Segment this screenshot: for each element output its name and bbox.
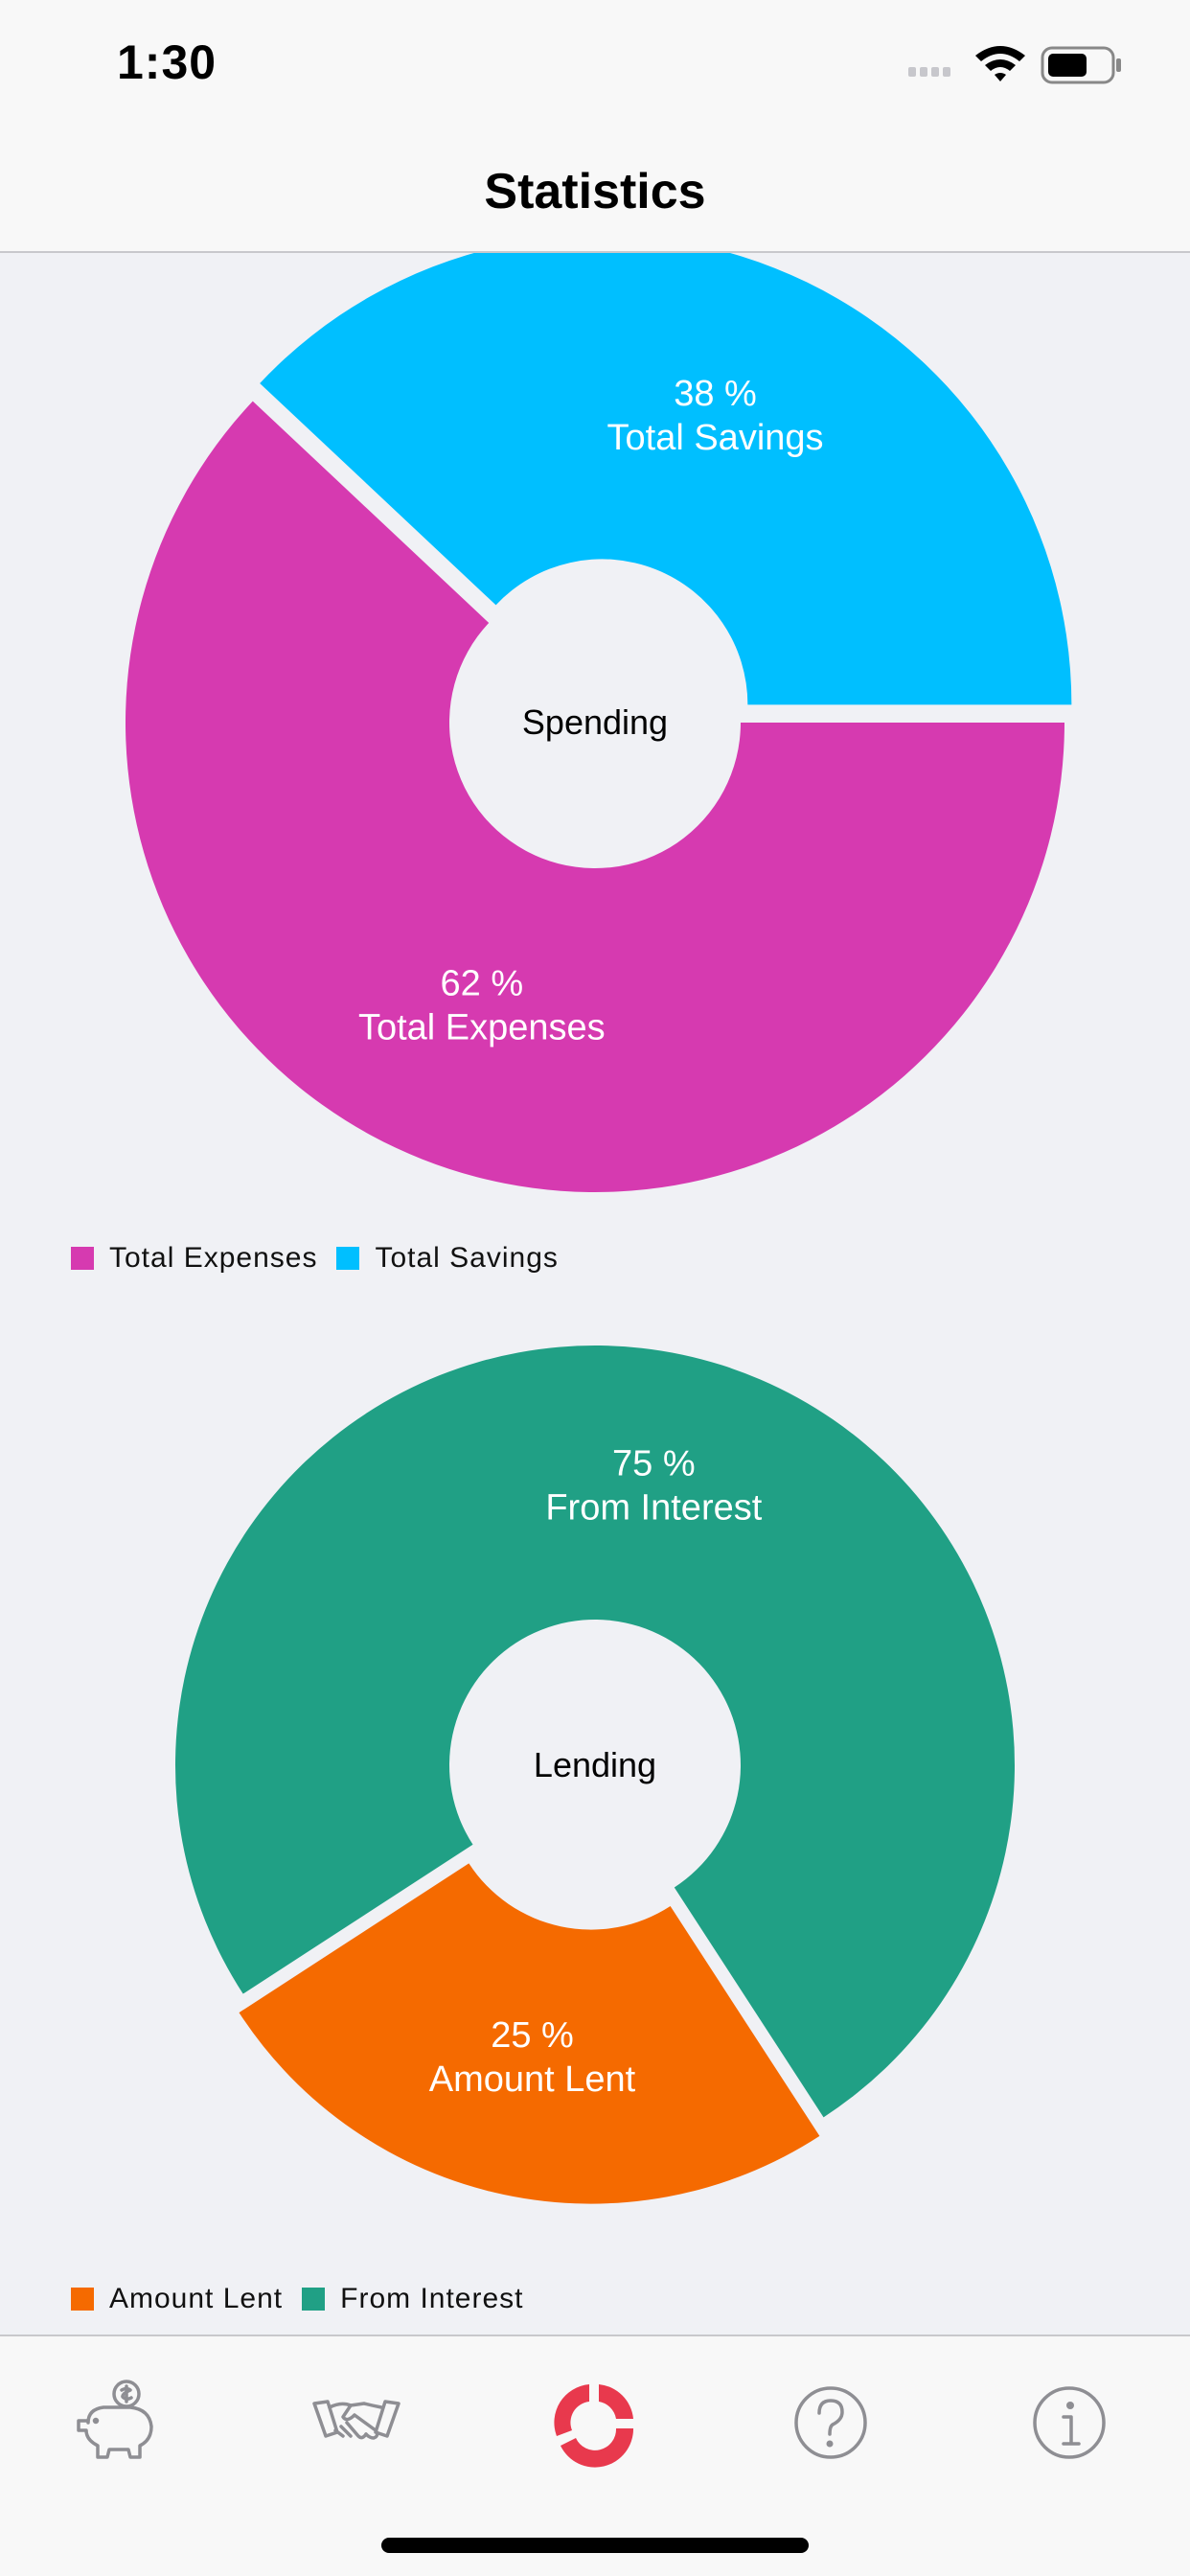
legend-swatch xyxy=(336,1247,360,1270)
pie-slice-from-interest xyxy=(174,1346,1015,2118)
battery-icon xyxy=(1041,46,1121,84)
nav-bar: Statistics xyxy=(0,134,1190,253)
signal-icon xyxy=(908,67,950,77)
slice-name-label: Total Savings xyxy=(607,418,824,458)
tab-lending[interactable] xyxy=(309,2375,404,2471)
legend-label: Total Savings xyxy=(375,1242,559,1274)
tab-statistics[interactable] xyxy=(547,2375,643,2471)
slice-value-label: 25 % xyxy=(491,2015,574,2056)
tab-info[interactable] xyxy=(1021,2375,1117,2471)
wifi-icon xyxy=(975,46,1025,81)
slice-value-label: 75 % xyxy=(612,1443,696,1484)
tab-help[interactable] xyxy=(783,2375,879,2471)
slice-value-label: 38 % xyxy=(674,374,757,414)
tab-bar xyxy=(0,2334,1190,2576)
slice-name-label: Amount Lent xyxy=(429,2059,636,2100)
spending-legend: Total Expenses Total Savings xyxy=(71,1242,578,1275)
lending-donut-chart: 25 % Amount Lent 75 % From Interest Lending xyxy=(0,1294,1190,2281)
spending-chart-svg: 62 %Total Expenses 38 %Total Savings Spend… xyxy=(125,253,1072,1192)
handshake-icon xyxy=(312,2400,400,2440)
status-bar: 1:30 xyxy=(0,0,1190,134)
piggy-bank-icon xyxy=(77,2380,153,2459)
legend-item-total-savings: Total Savings xyxy=(336,1242,558,1275)
home-indicator xyxy=(381,2538,809,2553)
tab-savings[interactable] xyxy=(69,2375,165,2471)
donut-center-label: Lending xyxy=(534,1745,656,1784)
legend-label: Total Expenses xyxy=(109,1242,318,1274)
slice-value-label: 62 % xyxy=(441,963,524,1003)
legend-item-amount-lent: Amount Lent xyxy=(71,2283,283,2315)
lending-legend: Amount Lent From Interest xyxy=(71,2283,543,2315)
legend-label: Amount Lent xyxy=(109,2283,284,2314)
status-icons xyxy=(908,46,1121,84)
legend-swatch xyxy=(71,2288,94,2311)
legend-swatch xyxy=(302,2288,326,2311)
spending-donut-chart: 62 % Total Expenses 38 % Total Savings Spend… xyxy=(0,253,1190,1240)
slice-name-label: Total Expenses xyxy=(358,1007,606,1047)
status-time: 1:30 xyxy=(117,35,217,89)
pie-slice-total-savings xyxy=(260,253,1072,705)
legend-swatch xyxy=(71,1247,94,1270)
legend-label: From Interest xyxy=(340,2283,524,2314)
legend-item-from-interest: From Interest xyxy=(302,2283,523,2315)
page-title: Statistics xyxy=(484,164,706,219)
info-icon xyxy=(1033,2386,1106,2459)
slice-name-label: From Interest xyxy=(545,1487,762,1528)
legend-item-total-expenses: Total Expenses xyxy=(71,1242,317,1275)
lending-chart-svg: 25 %Amount Lent 75 %From Interest Lending xyxy=(174,1346,1015,2204)
pie-slice-total-expenses xyxy=(125,401,1064,1192)
help-icon xyxy=(794,2386,867,2459)
donut-center-label: Spending xyxy=(522,702,668,742)
pie-slice-amount-lent xyxy=(239,1863,820,2204)
pie-chart-icon xyxy=(554,2384,634,2468)
